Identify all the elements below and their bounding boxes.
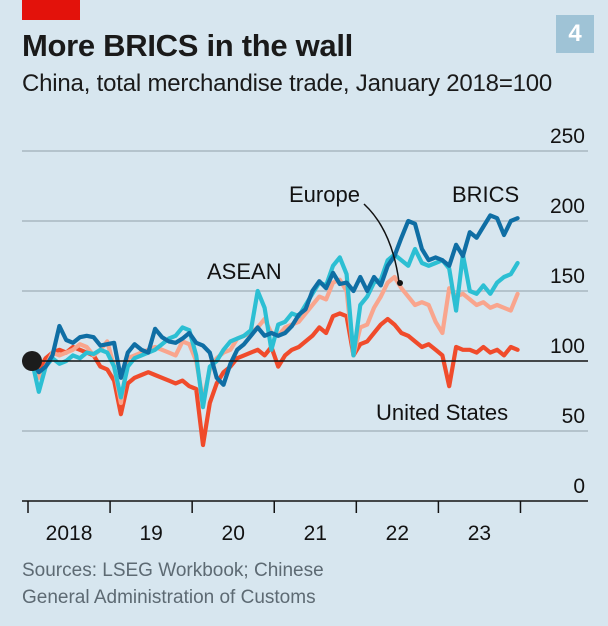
chart-subtitle: China, total merchandise trade, January … xyxy=(22,70,553,97)
x-tick-label-19: 19 xyxy=(139,522,162,545)
label-brics: BRICS xyxy=(452,182,519,207)
y-tick-label-50: 50 xyxy=(562,405,585,428)
x-tick-label-22: 22 xyxy=(386,522,409,545)
europe-leader-line xyxy=(363,203,400,283)
x-axis: 2018 19 20 21 22 23 xyxy=(22,500,588,545)
series-lines xyxy=(22,213,588,448)
x-tick-label-20: 20 xyxy=(222,522,245,545)
label-united-states: United States xyxy=(376,400,508,425)
source-note: Sources: LSEG Workbook; Chinese General … xyxy=(22,557,324,611)
series-line-united-states xyxy=(29,311,520,448)
series-line-brics xyxy=(29,213,520,387)
source-line-1: Sources: LSEG Workbook; Chinese xyxy=(22,560,324,581)
gridlines xyxy=(22,150,588,432)
europe-leader-dot xyxy=(397,280,403,286)
chart-number-badge: 4 xyxy=(556,15,594,53)
brand-red-tab xyxy=(22,0,80,20)
source-line-2: General Administration of Customs xyxy=(22,587,316,608)
x-tick-label-21: 21 xyxy=(304,522,327,545)
y-axis-labels: 0 50 100 150 200 250 xyxy=(550,125,585,498)
y-tick-label-150: 150 xyxy=(550,265,585,288)
series-line-asean xyxy=(29,246,520,410)
x-tick-label-2018: 2018 xyxy=(46,522,93,545)
chart-title: More BRICS in the wall xyxy=(22,28,353,63)
x-tick-label-23: 23 xyxy=(468,522,491,545)
y-tick-label-100: 100 xyxy=(550,335,585,358)
label-asean: ASEAN xyxy=(207,259,282,284)
annotations: ASEAN Europe BRICS United States xyxy=(207,182,519,425)
y-tick-label-0: 0 xyxy=(573,475,585,498)
label-europe: Europe xyxy=(289,182,360,207)
start-marker-dot xyxy=(22,351,42,371)
y-tick-label-250: 250 xyxy=(550,125,585,148)
y-tick-label-200: 200 xyxy=(550,195,585,218)
